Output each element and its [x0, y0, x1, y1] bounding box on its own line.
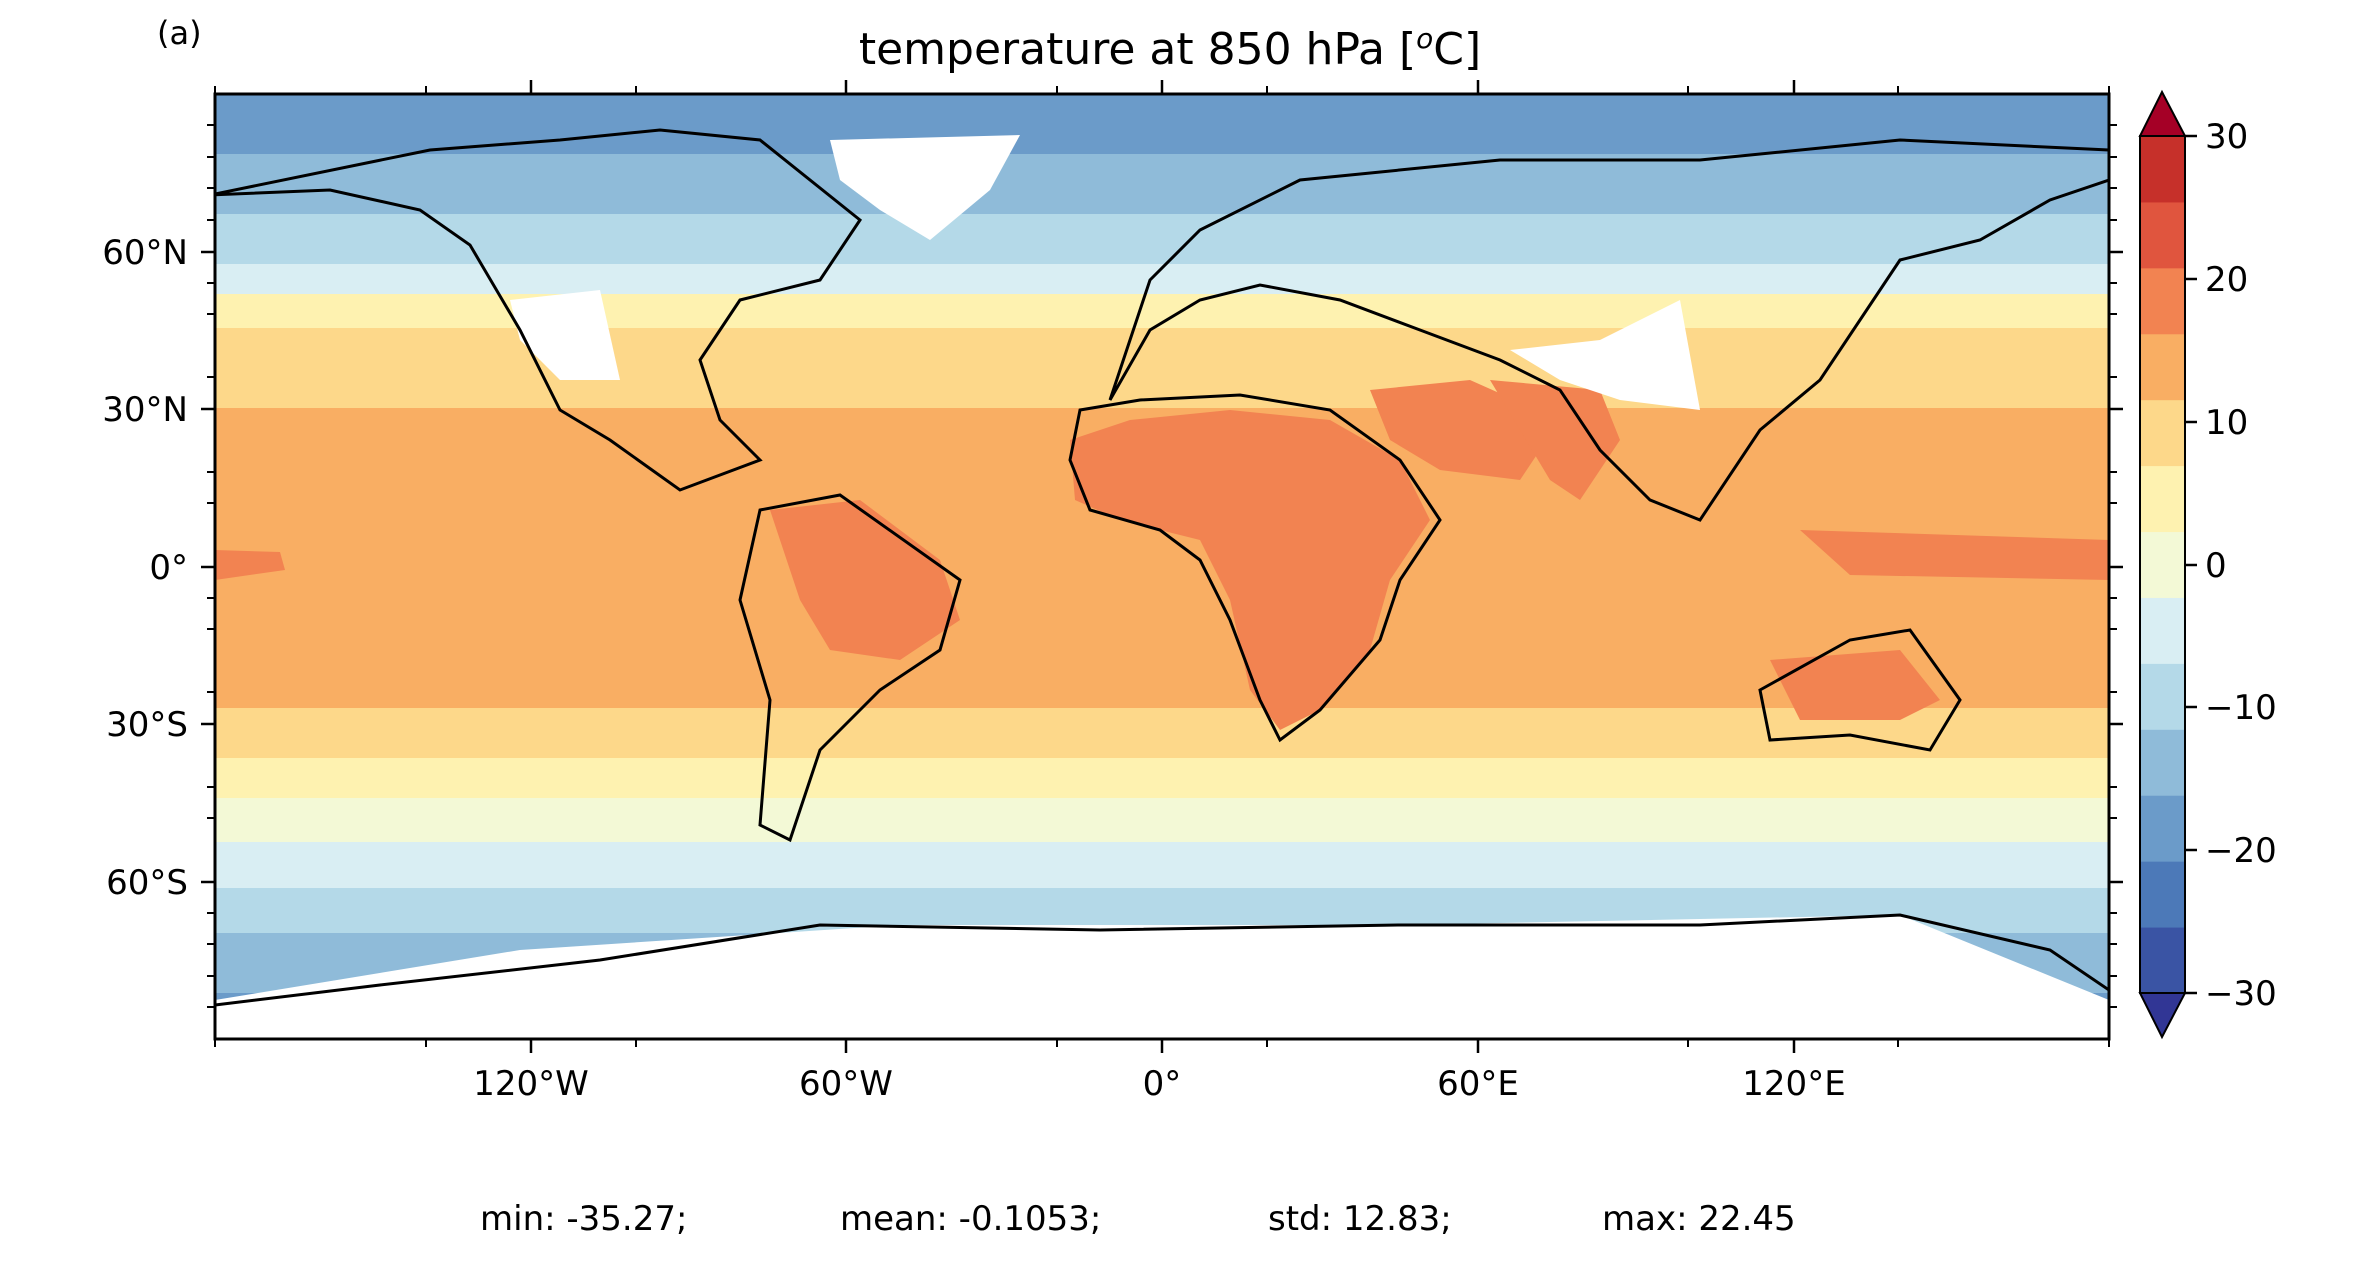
colorbar-label-minus10: −10 — [2205, 688, 2277, 728]
temperature-map — [215, 94, 2109, 1039]
colorbar-segment — [2140, 861, 2185, 928]
south-america-coast — [738, 493, 962, 843]
lon-label-120e: 120°E — [1742, 1064, 1845, 1104]
band-south-mid — [215, 798, 2109, 842]
band-south-warm — [215, 708, 2109, 758]
stat-max: max: 22.45 — [1602, 1199, 1796, 1239]
tibet-no-data — [1510, 300, 1700, 410]
lat-label-30n: 30°N — [102, 390, 188, 430]
eurasia-coast — [1108, 138, 2109, 522]
colorbar-label-30: 30 — [2205, 117, 2248, 157]
south-america-hot-region — [770, 500, 960, 660]
east-pacific-warm-spot — [215, 550, 285, 580]
colorbar-segment — [2140, 795, 2185, 862]
pacific-warm-pool — [1800, 530, 2109, 580]
colorbar-segment — [2140, 729, 2185, 796]
colorbar-segment — [2140, 399, 2185, 467]
africa-hot-region — [1070, 410, 1430, 730]
colorbar-label-10: 10 — [2205, 403, 2248, 443]
colorbar-segment — [2140, 663, 2185, 730]
australia-hot-region — [1770, 650, 1940, 720]
stat-min: min: -35.27; — [480, 1199, 687, 1239]
colorbar-segment — [2140, 136, 2185, 203]
band-north-subpolar — [215, 154, 2109, 214]
lat-label-30s: 30°S — [106, 705, 188, 745]
north-america-coast — [215, 128, 863, 492]
title-superscript: o — [1416, 22, 1433, 55]
panel-label: (a) — [157, 14, 202, 52]
band-south-temperate — [215, 758, 2109, 798]
lat-minor-ticks — [207, 124, 2117, 1008]
colorbar-segment — [2140, 597, 2185, 664]
title-unit: C] — [1433, 24, 1481, 75]
lat-label-60s: 60°S — [106, 863, 188, 903]
title-main: temperature at 850 hPa [ — [859, 24, 1416, 75]
colorbar-segment — [2140, 201, 2185, 269]
map-title: temperature at 850 hPa [oC] — [859, 22, 1481, 75]
stat-std: std: 12.83; — [1268, 1199, 1452, 1239]
greenland-no-data — [830, 135, 1020, 240]
colorbar-extend-low — [2138, 992, 2187, 1040]
band-north-warm — [215, 328, 2109, 408]
band-south-cool — [215, 842, 2109, 888]
colorbar-segment — [2140, 927, 2185, 994]
colorbar-extend-high — [2138, 89, 2187, 137]
colorbar: 30 20 10 0 −10 −20 −30 — [2138, 89, 2277, 1040]
colorbar-segment — [2140, 465, 2185, 533]
lon-label-60w: 60°W — [799, 1064, 893, 1104]
colorbar-segment — [2140, 267, 2185, 335]
lon-label-60e: 60°E — [1437, 1064, 1519, 1104]
antarctica-coast — [215, 913, 2109, 1007]
lon-label-0: 0° — [1143, 1064, 1182, 1104]
colorbar-label-minus20: −20 — [2205, 831, 2277, 871]
colorbar-segment — [2140, 333, 2185, 401]
lon-label-120w: 120°W — [473, 1064, 589, 1104]
band-north-cool — [215, 214, 2109, 264]
lat-major-ticks — [201, 250, 2123, 884]
lat-label-60n: 60°N — [102, 233, 188, 273]
colorbar-label-0: 0 — [2205, 546, 2227, 586]
colorbar-label-20: 20 — [2205, 260, 2248, 300]
colorbar-segment — [2140, 531, 2185, 598]
colorbar-segments — [2140, 136, 2185, 994]
lat-label-0: 0° — [149, 548, 188, 588]
lon-major-ticks — [529, 80, 1796, 1053]
australia-coast — [1758, 628, 1962, 752]
colorbar-ticks — [2185, 134, 2197, 995]
band-north-polar — [215, 94, 2109, 154]
coastlines — [215, 128, 2109, 1007]
stat-mean: mean: -0.1053; — [840, 1199, 1101, 1239]
india-hot-region — [1490, 380, 1620, 500]
africa-coast — [1068, 393, 1442, 743]
colorbar-label-minus30: −30 — [2205, 974, 2277, 1014]
rockies-no-data — [510, 290, 620, 380]
